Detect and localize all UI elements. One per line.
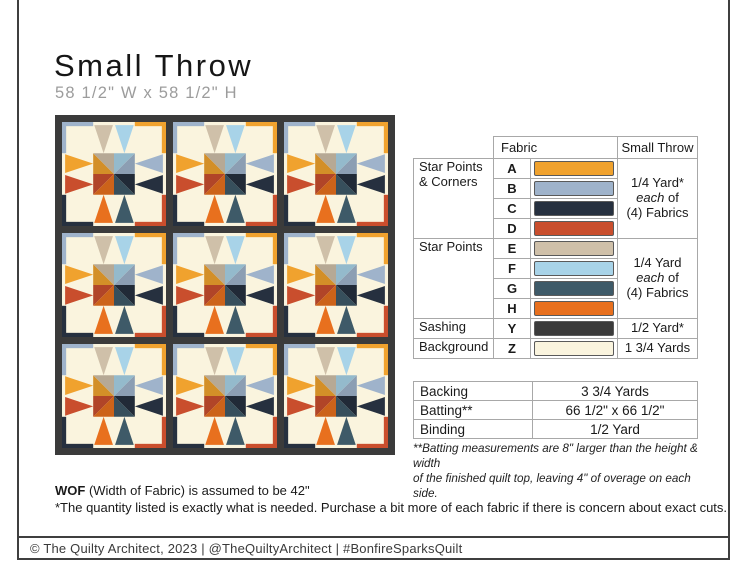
info-value: 3 3/4 Yards — [532, 381, 698, 401]
info-label: Binding — [413, 419, 533, 439]
fabric-row: Background Z 1 3/4 Yards — [413, 338, 698, 359]
size-column-header: Small Throw — [617, 136, 698, 159]
fabric-yardage: 1/4 Yard* each of (4) Fabrics — [617, 158, 698, 239]
fabric-swatch — [534, 321, 614, 336]
fabric-row: Star Points E 1/4 Yard each of (4) Fabrics — [413, 238, 698, 319]
quilt-block — [173, 122, 277, 226]
fabric-swatch — [534, 341, 614, 356]
fabric-row: C — [414, 198, 698, 219]
quantity-note: *The quantity listed is exactly what is … — [55, 500, 728, 515]
fabric-swatch-cell — [530, 238, 618, 259]
fabric-row: B — [414, 178, 698, 199]
fabric-swatch-cell — [530, 198, 618, 219]
fabric-swatch-cell — [530, 158, 618, 179]
batting-footnote: **Batting measurements are 8" larger tha… — [413, 442, 698, 500]
fabric-row: Sashing Y 1/2 Yard* — [413, 318, 698, 339]
quilt-block — [284, 233, 388, 337]
fabric-group-label: Sashing — [413, 318, 494, 339]
fabric-row: D — [414, 218, 698, 239]
fabric-row: H — [414, 298, 698, 319]
fabric-swatch — [534, 241, 614, 256]
info-label: Backing — [413, 381, 533, 401]
fabric-swatch — [534, 201, 614, 216]
fabric-swatch — [534, 261, 614, 276]
fabric-group-label: Background — [413, 338, 494, 359]
info-value: 66 1/2" x 66 1/2" — [532, 400, 698, 420]
fabric-letter: Z — [493, 338, 531, 359]
fabric-column-header: Fabric — [493, 136, 618, 159]
fabric-swatch — [534, 221, 614, 236]
info-row: Binding 1/2 Yard — [413, 419, 698, 439]
fabric-yardage: 1/2 Yard* — [617, 318, 698, 339]
fabric-swatch-cell — [530, 178, 618, 199]
quilt-block — [62, 233, 166, 337]
fabric-swatch — [534, 181, 614, 196]
fabric-row: Star Points & Corners A 1/4 Yard* each of (4… — [413, 158, 698, 239]
quilt-block — [173, 233, 277, 337]
quilt-preview-image — [55, 115, 395, 455]
fabric-letter: H — [493, 298, 531, 319]
backing-batting-binding-table: Backing 3 3/4 Yards Batting** 66 1/2" x 66 … — [413, 381, 698, 439]
quilt-block — [173, 344, 277, 448]
footer-divider — [17, 536, 730, 538]
fabric-swatch — [534, 281, 614, 296]
fabric-row: G — [414, 278, 698, 299]
fabric-letter: B — [493, 178, 531, 199]
fabric-group-label: Star Points — [413, 238, 494, 319]
quilt-block — [284, 344, 388, 448]
info-row: Backing 3 3/4 Yards — [413, 381, 698, 401]
info-value: 1/2 Yard — [532, 419, 698, 439]
wof-note-text: (Width of Fabric) is assumed to be 42" — [85, 483, 310, 498]
fabric-letter: D — [493, 218, 531, 239]
info-label: Batting** — [413, 400, 533, 420]
fabric-letter: E — [493, 238, 531, 259]
fabric-swatch-cell — [530, 338, 618, 359]
fabric-swatch-cell — [530, 298, 618, 319]
fabric-requirements-table: Fabric Small Throw Star Points & Corners A 1… — [413, 136, 698, 359]
fabric-swatch-cell — [530, 258, 618, 279]
fabric-yardage: 1 3/4 Yards — [617, 338, 698, 359]
fabric-letter: A — [493, 158, 531, 179]
fabric-swatch-cell — [530, 278, 618, 299]
fabric-yardage: 1/4 Yard each of (4) Fabrics — [617, 238, 698, 319]
page-title: Small Throw — [54, 48, 254, 83]
info-row: Batting** 66 1/2" x 66 1/2" — [413, 400, 698, 420]
fabric-letter: Y — [493, 318, 531, 339]
quilt-block — [62, 344, 166, 448]
fabric-letter: C — [493, 198, 531, 219]
fabric-group-label: Star Points & Corners — [413, 158, 494, 239]
fabric-letter: F — [493, 258, 531, 279]
quilt-block — [284, 122, 388, 226]
wof-note-bold: WOF — [55, 483, 86, 498]
fabric-row: F — [414, 258, 698, 279]
fabric-swatch — [534, 301, 614, 316]
quilt-block — [62, 122, 166, 226]
fabric-swatch-cell — [530, 318, 618, 339]
fabric-swatch — [534, 161, 614, 176]
quilt-dimensions: 58 1/2" W x 58 1/2" H — [55, 84, 238, 102]
fabric-swatch-cell — [530, 218, 618, 239]
wof-note: WOF (Width of Fabric) is assumed to be 4… — [55, 483, 310, 498]
fabric-table-blank-cell — [413, 136, 494, 159]
footer-credits: © The Quilty Architect, 2023 | @TheQuilt… — [30, 541, 463, 556]
fabric-letter: G — [493, 278, 531, 299]
page-border — [17, 0, 730, 560]
